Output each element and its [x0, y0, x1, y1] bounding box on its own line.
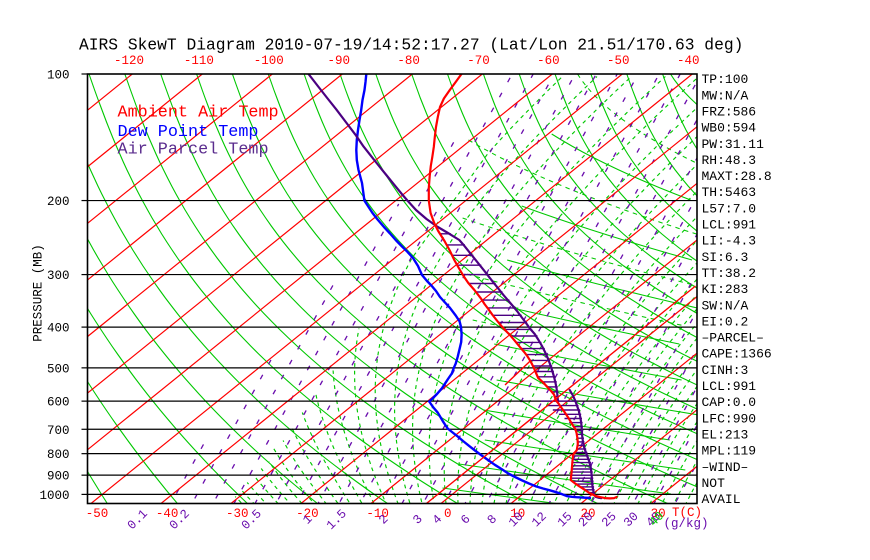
svg-text:AVAIL: AVAIL: [702, 492, 741, 507]
svg-text:20: 20: [580, 507, 595, 521]
svg-text:-80: -80: [397, 54, 420, 68]
svg-text:PW:31.11: PW:31.11: [702, 137, 765, 152]
svg-text:600: 600: [47, 396, 70, 410]
svg-text:TP:100: TP:100: [702, 72, 749, 87]
svg-text:AIRS SkewT Diagram 2010-07-19/: AIRS SkewT Diagram 2010-07-19/14:52:17.2…: [79, 36, 743, 55]
svg-text:LFC:990: LFC:990: [702, 411, 757, 426]
svg-text:900: 900: [47, 470, 70, 484]
svg-text:CAPE:1366: CAPE:1366: [702, 347, 772, 362]
svg-text:CAP:0.0: CAP:0.0: [702, 395, 757, 410]
svg-text:100: 100: [47, 69, 70, 83]
svg-text:WB0:594: WB0:594: [702, 121, 757, 136]
svg-text:400: 400: [47, 322, 70, 336]
svg-text:Ambient Air Temp: Ambient Air Temp: [118, 103, 279, 122]
svg-text:-50: -50: [86, 507, 109, 521]
svg-text:-70: -70: [467, 54, 490, 68]
svg-text:PRESSURE (MB): PRESSURE (MB): [32, 244, 46, 342]
svg-text:MW:N/A: MW:N/A: [702, 88, 749, 103]
svg-text:-100: -100: [254, 54, 284, 68]
svg-text:-60: -60: [537, 54, 560, 68]
svg-text:–WIND–: –WIND–: [702, 460, 749, 475]
svg-text:1000: 1000: [39, 489, 69, 503]
svg-text:SW:N/A: SW:N/A: [702, 298, 749, 313]
svg-text:-30: -30: [226, 507, 249, 521]
svg-text:(g/kg): (g/kg): [663, 517, 708, 531]
svg-text:–PARCEL–: –PARCEL–: [702, 331, 764, 346]
svg-text:500: 500: [47, 362, 70, 376]
svg-text:MPL:119: MPL:119: [702, 444, 757, 459]
svg-text:SI:6.3: SI:6.3: [702, 250, 749, 265]
svg-text:-40: -40: [677, 54, 700, 68]
svg-text:-10: -10: [366, 507, 389, 521]
svg-text:800: 800: [47, 448, 70, 462]
svg-text:LI:-4.3: LI:-4.3: [702, 234, 757, 249]
svg-text:KI:283: KI:283: [702, 282, 749, 297]
svg-text:CINH:3: CINH:3: [702, 363, 749, 378]
svg-text:-120: -120: [114, 54, 144, 68]
svg-text:-50: -50: [607, 54, 630, 68]
svg-text:-40: -40: [156, 507, 179, 521]
svg-text:200: 200: [47, 195, 70, 209]
svg-text:30: 30: [651, 507, 666, 521]
svg-text:700: 700: [47, 424, 70, 438]
svg-text:0: 0: [444, 507, 452, 521]
svg-text:FRZ:586: FRZ:586: [702, 105, 757, 120]
svg-text:-20: -20: [296, 507, 319, 521]
svg-text:10: 10: [510, 507, 525, 521]
svg-text:-110: -110: [184, 54, 214, 68]
svg-text:NOT: NOT: [702, 476, 726, 491]
svg-text:TT:38.2: TT:38.2: [702, 266, 757, 281]
svg-text:T(C): T(C): [672, 506, 702, 520]
svg-text:LCL:991: LCL:991: [702, 218, 757, 233]
svg-text:MAXT:28.8: MAXT:28.8: [702, 169, 772, 184]
svg-text:EL:213: EL:213: [702, 428, 749, 443]
svg-text:LCL:991: LCL:991: [702, 379, 757, 394]
svg-text:300: 300: [47, 269, 70, 283]
svg-text:L57:7.0: L57:7.0: [702, 201, 757, 216]
svg-text:-90: -90: [327, 54, 350, 68]
svg-text:Dew Point Temp: Dew Point Temp: [118, 123, 259, 142]
svg-text:TH:5463: TH:5463: [702, 185, 757, 200]
svg-text:Air Parcel Temp: Air Parcel Temp: [118, 141, 269, 160]
svg-text:EI:0.2: EI:0.2: [702, 314, 749, 329]
svg-text:RH:48.3: RH:48.3: [702, 153, 757, 168]
